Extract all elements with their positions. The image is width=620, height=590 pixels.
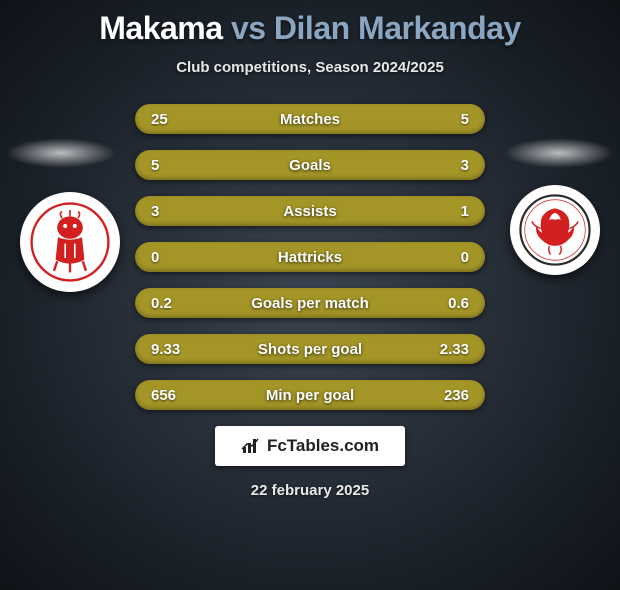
stat-right: 3 xyxy=(461,157,469,174)
stat-label: Shots per goal xyxy=(258,341,362,358)
stat-right: 0 xyxy=(461,249,469,266)
lincoln-city-crest-icon xyxy=(30,202,110,282)
stat-right: 5 xyxy=(461,111,469,128)
date-text: 22 february 2025 xyxy=(0,482,620,499)
left-shadow-ellipse xyxy=(6,138,116,168)
stat-left: 656 xyxy=(151,387,176,404)
stat-bar: 3 Assists 1 xyxy=(135,196,485,226)
stat-bar: 9.33 Shots per goal 2.33 xyxy=(135,334,485,364)
stat-right: 2.33 xyxy=(440,341,469,358)
chart-icon xyxy=(241,437,261,455)
stat-label: Matches xyxy=(280,111,340,128)
stat-left: 25 xyxy=(151,111,168,128)
club-crest-left xyxy=(20,192,120,292)
right-shadow-ellipse xyxy=(504,138,614,168)
stat-right: 0.6 xyxy=(448,295,469,312)
stat-label: Assists xyxy=(283,203,336,220)
stat-bar: 5 Goals 3 xyxy=(135,150,485,180)
player2-name: Dilan Markanday xyxy=(274,10,521,46)
stat-label: Goals per match xyxy=(251,295,369,312)
stat-label: Goals xyxy=(289,157,331,174)
stat-label: Min per goal xyxy=(266,387,354,404)
vs-text: vs xyxy=(231,10,266,46)
club-crest-right xyxy=(510,185,600,275)
stat-bars: 25 Matches 5 5 Goals 3 3 Assists 1 0 Hat… xyxy=(135,104,485,410)
stat-left: 0.2 xyxy=(151,295,172,312)
page-title: Makama vs Dilan Markanday xyxy=(0,10,620,47)
stat-left: 9.33 xyxy=(151,341,180,358)
stat-bar: 656 Min per goal 236 xyxy=(135,380,485,410)
fctables-brand[interactable]: FcTables.com xyxy=(215,426,405,466)
stat-right: 236 xyxy=(444,387,469,404)
stat-left: 5 xyxy=(151,157,159,174)
stat-right: 1 xyxy=(461,203,469,220)
stat-left: 0 xyxy=(151,249,159,266)
leyton-orient-crest-icon xyxy=(519,194,591,266)
player1-name: Makama xyxy=(99,10,222,46)
subtitle: Club competitions, Season 2024/2025 xyxy=(0,59,620,76)
stat-bar: 0 Hattricks 0 xyxy=(135,242,485,272)
stat-label: Hattricks xyxy=(278,249,342,266)
stat-bar: 0.2 Goals per match 0.6 xyxy=(135,288,485,318)
stat-bar: 25 Matches 5 xyxy=(135,104,485,134)
fctables-text: FcTables.com xyxy=(267,436,379,456)
stat-left: 3 xyxy=(151,203,159,220)
